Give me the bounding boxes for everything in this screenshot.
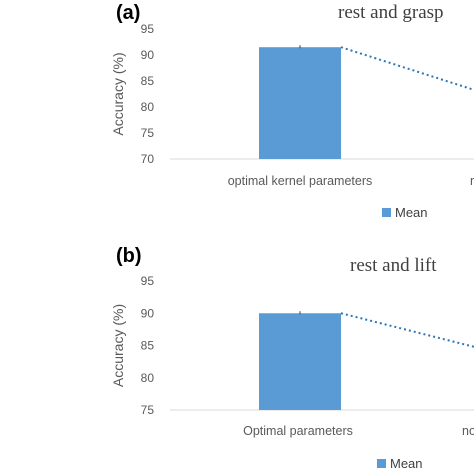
y-tick-label: 80: [141, 100, 155, 114]
chart-title: rest and grasp: [338, 2, 444, 23]
legend-swatch: [382, 208, 391, 217]
chart-svg: 75 80 85 90 95 Accuracy (%) Optimal parameters…: [110, 274, 474, 438]
trendline: [340, 46, 474, 91]
bar: [259, 47, 341, 160]
y-tick-label: 85: [141, 74, 155, 88]
y-tick-label: 90: [141, 306, 155, 320]
y-tick-label: 90: [141, 48, 155, 62]
legend: Mean: [382, 205, 428, 220]
y-tick-label: 75: [141, 403, 155, 417]
x-tick-label: Optimal parameters: [243, 424, 353, 438]
x-tick-label: no: [470, 174, 474, 188]
legend: Mean: [377, 456, 423, 471]
y-tick-label: 75: [141, 126, 155, 140]
y-axis-label: Accuracy (%): [110, 304, 126, 387]
y-tick-label: 95: [141, 274, 155, 288]
y-tick-label: 80: [141, 371, 155, 385]
y-tick-label: 70: [141, 152, 155, 166]
chart-panel-a: (a) rest and grasp 70 75 80 85 90 95 Accuracy …: [110, 2, 474, 220]
legend-label: Mean: [390, 456, 423, 471]
y-tick-label: 85: [141, 339, 155, 353]
y-axis-label: Accuracy (%): [110, 52, 126, 135]
panel-letter: (a): [116, 2, 141, 24]
x-tick-label: optimal kernel parameters: [228, 174, 373, 188]
chart-title: rest and lift: [350, 255, 437, 276]
legend-swatch: [377, 459, 386, 468]
legend-label: Mean: [395, 205, 428, 220]
trendline: [340, 312, 474, 348]
bar: [259, 313, 341, 410]
x-tick-label: no: [462, 424, 474, 438]
panel-letter: (b): [116, 245, 142, 267]
chart-svg: 70 75 80 85 90 95 Accuracy (%) optimal kernel p…: [110, 22, 474, 188]
chart-panel-b: (b) rest and lift 75 80 85 90 95 Accuracy (%)…: [0, 237, 474, 474]
y-tick-label: 95: [141, 22, 155, 36]
